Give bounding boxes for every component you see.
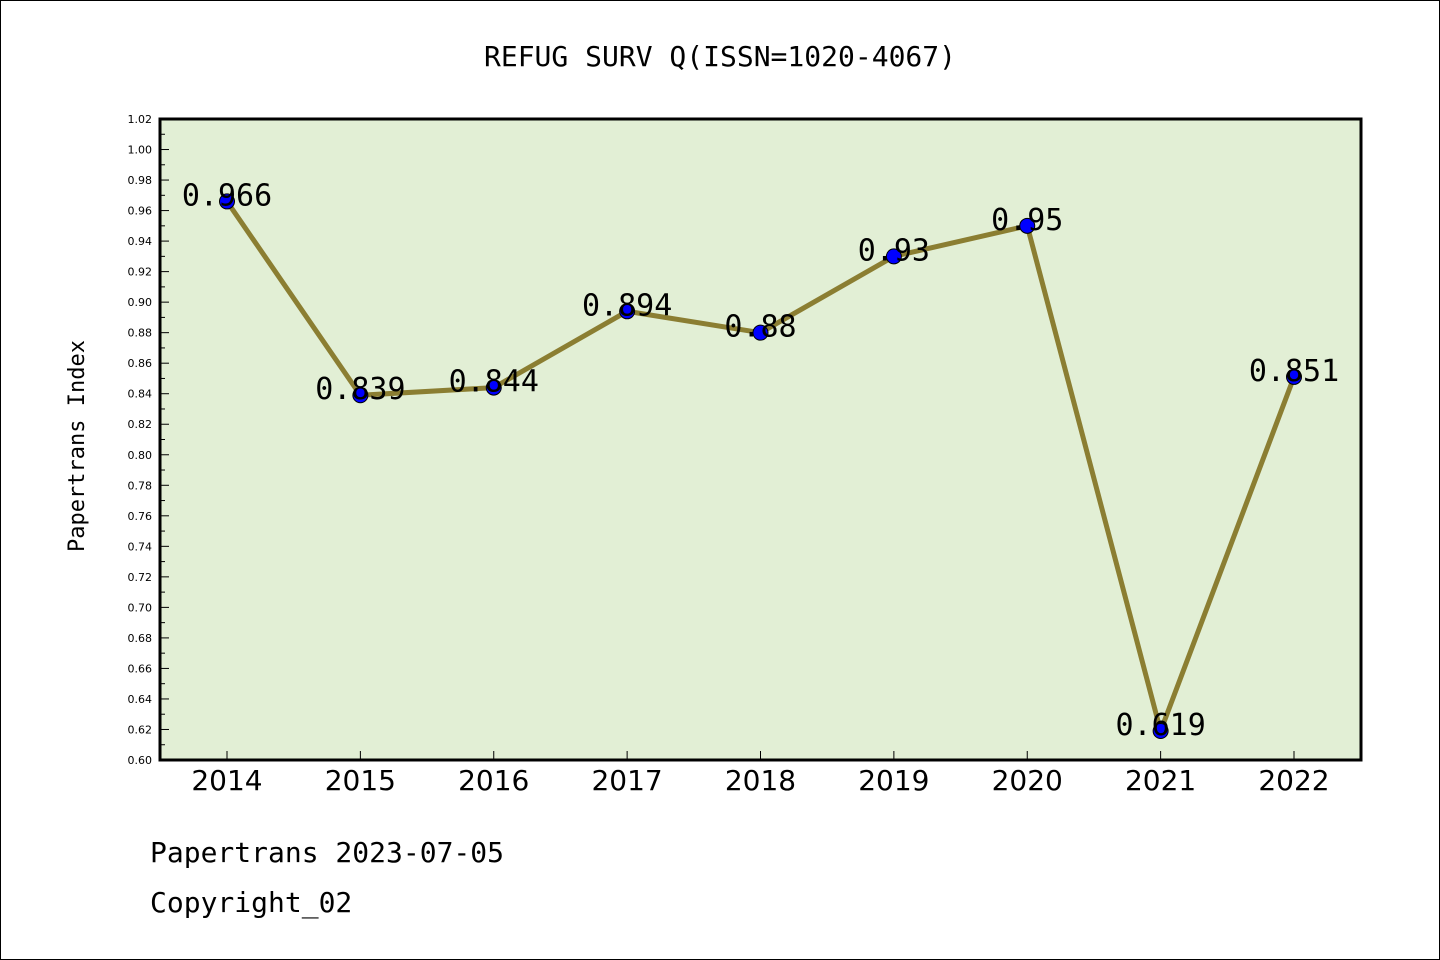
x-tick-label: 2018 [725,764,796,797]
x-tick-label: 2021 [1125,764,1196,797]
data-label: 0.966 [182,178,272,213]
data-labels: 0.966 0.839 0.844 0.894 0.88 0.93 0.95 0.619 0.8… [182,178,1339,743]
y-tick-label: 0.80 [128,449,153,462]
data-point [619,303,636,320]
x-tick-label: 2016 [458,764,529,797]
data-point [1286,368,1302,385]
data-point [352,387,369,404]
y-tick-label: 0.70 [128,601,153,614]
y-axis-label: Papertrans Index [65,340,90,552]
y-tick-label: 0.88 [128,327,153,340]
y-tick-label: 0.82 [128,418,153,431]
data-label: 0.894 [582,288,672,323]
data-point [485,379,502,396]
y-tick-label: 0.84 [128,388,153,401]
y-tick-label: 0.96 [128,205,153,218]
data-markers [219,193,1302,740]
x-tick-label: 2019 [858,764,929,797]
y-tick-label: 0.72 [128,571,153,584]
data-label: 0.95 [991,203,1063,238]
y-tick-label: 0.60 [128,754,153,767]
chart-title: REFUG SURV Q(ISSN=1020-4067) [484,40,956,73]
x-axis-ticks: 2014 2015 2016 2017 2018 2019 2020 2021 2022 [191,751,1330,797]
data-label: 0.839 [315,372,405,407]
data-point [885,248,902,265]
data-point [1152,723,1169,740]
y-tick-label: 0.78 [128,479,153,492]
y-tick-label: 0.92 [128,266,153,279]
data-label: 0.844 [449,365,539,400]
y-tick-label: 0.62 [128,723,153,736]
y-tick-label: 0.90 [128,296,153,309]
x-tick-label: 2017 [591,764,662,797]
data-point [219,193,235,210]
data-label: 0.88 [724,310,796,345]
data-label: 0.93 [858,233,930,268]
data-point [752,324,769,341]
y-tick-label: 0.68 [128,632,153,645]
data-point [1019,217,1036,234]
x-tick-label: 2015 [325,764,396,797]
data-label: 0.619 [1115,708,1205,743]
y-tick-label: 0.74 [128,540,153,553]
y-tick-label: 0.64 [128,693,153,706]
y-tick-label: 1.00 [128,144,153,157]
x-tick-label: 2020 [992,764,1063,797]
y-tick-label: 0.66 [128,662,153,675]
y-tick-label: 0.76 [128,510,153,523]
y-tick-label: 0.94 [128,235,153,248]
y-tick-label: 1.02 [128,113,153,126]
x-tick-label: 2014 [191,764,262,797]
data-label: 0.851 [1249,354,1339,389]
y-tick-label: 0.86 [128,357,153,370]
plot-area [160,119,1361,760]
y-tick-label: 0.98 [128,174,153,187]
x-tick-label: 2022 [1258,764,1329,797]
footer-date: Papertrans 2023-07-05 [150,836,505,869]
footer-copyright: Copyright_02 [150,886,353,919]
plot-border [158,117,1363,762]
